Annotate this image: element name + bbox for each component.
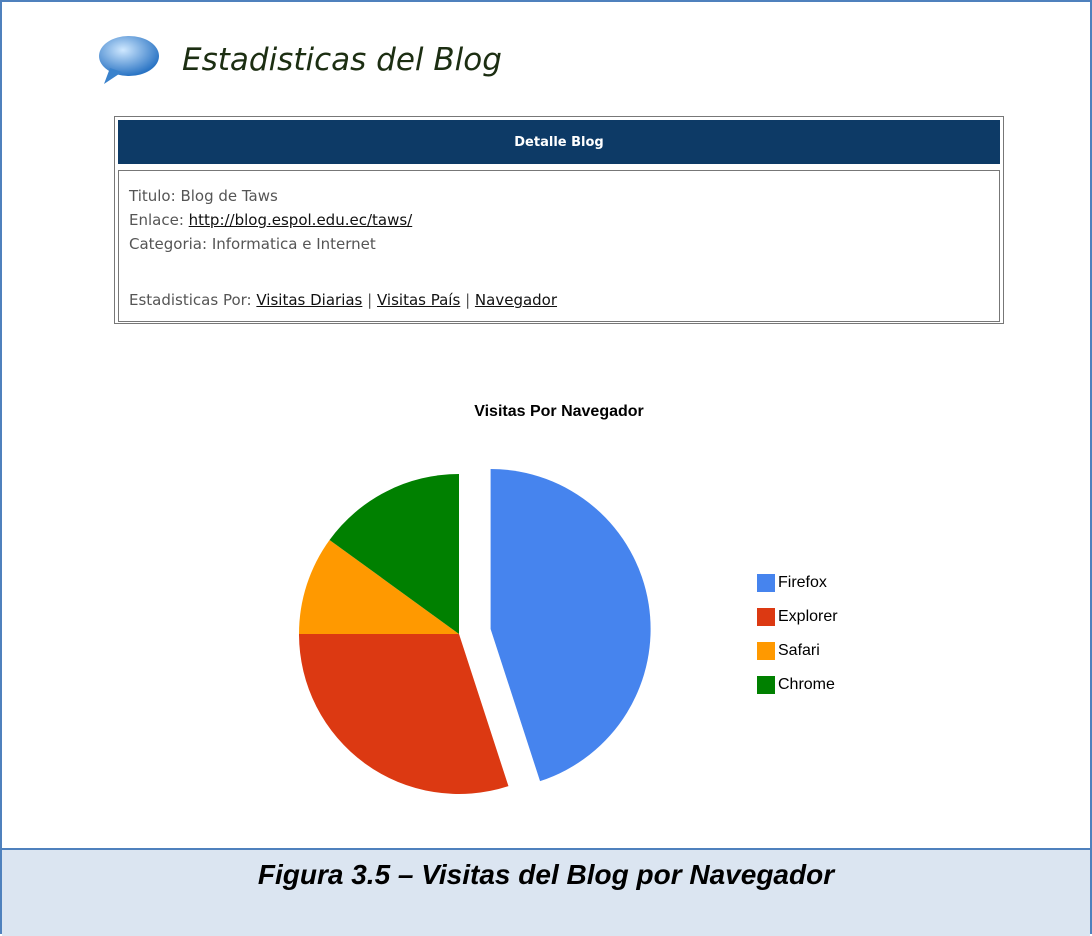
link[interactable]: Navegador xyxy=(474,291,558,309)
detail-frame xyxy=(114,116,1004,324)
label: Titulo: xyxy=(129,187,176,205)
value: Informatica e Internet xyxy=(211,235,376,253)
legend-label: Chrome xyxy=(778,676,835,693)
detail-box: Titulo: Blog de Taws Enlace: http://blog… xyxy=(118,170,1000,322)
separator: | xyxy=(367,291,373,309)
pie-slice xyxy=(299,634,509,794)
label: Categoria: xyxy=(129,235,208,253)
legend-label: Explorer xyxy=(778,608,838,625)
detail-heading: Detalle Blog xyxy=(118,120,1000,164)
chart-title: Visitas Por Navegador xyxy=(474,403,644,420)
chart: Visitas Por Navegador Firefox Explorer Saf… xyxy=(299,403,838,794)
blog-icon xyxy=(99,36,159,84)
link[interactable]: Visitas País xyxy=(377,291,461,309)
separator: | xyxy=(465,291,471,309)
link[interactable]: Visitas Diarias xyxy=(256,291,363,309)
pie-slice xyxy=(329,474,459,634)
label: Estadisticas Por: xyxy=(129,291,252,309)
enlace-row: Enlace: http://blog.espol.edu.ec/taws/ xyxy=(129,211,412,229)
legend-label: Safari xyxy=(778,642,820,659)
legend-swatch xyxy=(757,676,775,694)
pie-slice xyxy=(299,539,459,634)
link[interactable]: http://blog.espol.edu.ec/taws/ xyxy=(188,211,413,229)
legend-swatch xyxy=(757,642,775,660)
legend-swatch xyxy=(757,574,775,592)
stats-row: Estadisticas Por: Visitas Diarias | Visi… xyxy=(129,291,557,309)
categoria-row: Categoria: Informatica e Internet xyxy=(129,235,376,253)
pie-slice xyxy=(490,468,651,782)
label: Enlace: xyxy=(129,211,184,229)
legend-label: Firefox xyxy=(778,574,827,591)
legend-swatch xyxy=(757,608,775,626)
page-title: Estadisticas del Blog xyxy=(182,42,502,78)
titulo-row: Titulo: Blog de Taws xyxy=(129,187,278,205)
figure-caption: Figura 3.5 – Visitas del Blog por Navega… xyxy=(2,848,1090,936)
value: Blog de Taws xyxy=(180,187,278,205)
